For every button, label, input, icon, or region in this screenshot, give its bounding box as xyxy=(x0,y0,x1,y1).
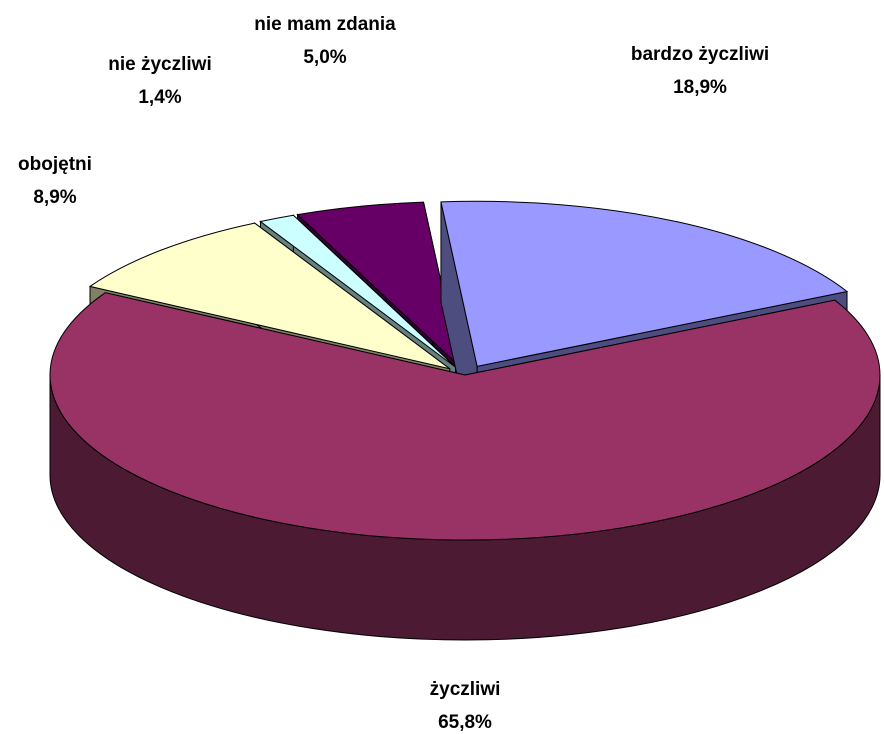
slice-label: bardzo życzliwi xyxy=(631,44,769,65)
slice-value-label: 5,0% xyxy=(303,47,346,68)
pie-slice xyxy=(88,222,451,370)
slice-value-label: 18,9% xyxy=(673,77,727,98)
pie-slice xyxy=(259,214,456,368)
slice-label: nie życzliwi xyxy=(108,54,211,75)
slice-value-label: 8,9% xyxy=(33,187,76,208)
slice-value-label: 65,8% xyxy=(438,712,492,733)
slice-label: obojętni xyxy=(18,154,92,175)
pie-slice xyxy=(440,200,849,367)
pie-slice xyxy=(296,201,461,368)
slice-label: nie mam zdania xyxy=(254,14,396,35)
slice-value-label: 1,4% xyxy=(138,87,181,108)
pie-slice xyxy=(49,292,881,541)
slice-label: życzliwi xyxy=(430,679,501,700)
